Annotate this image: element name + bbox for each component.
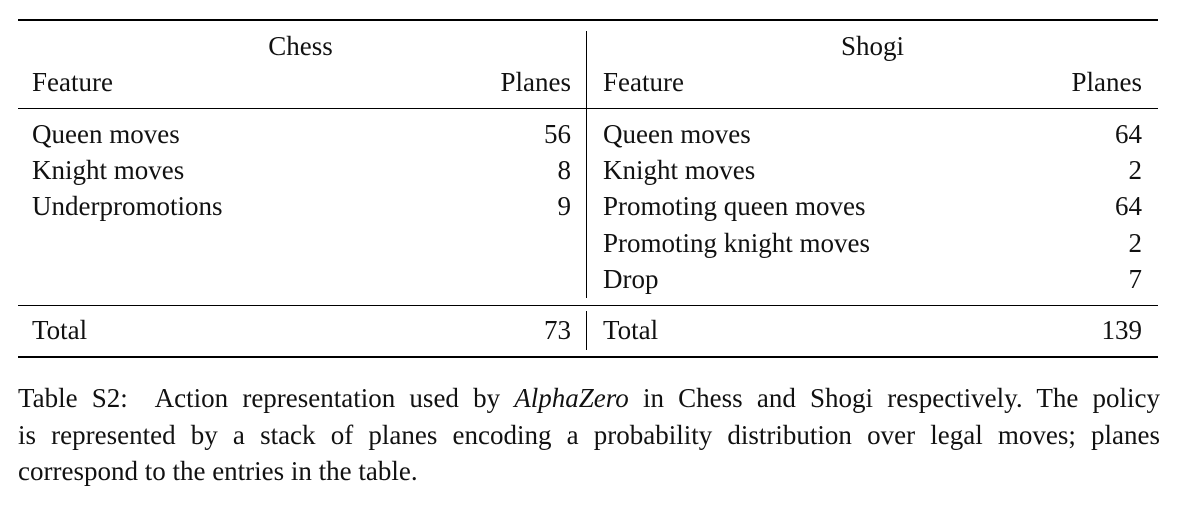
chess-row-planes: 9 bbox=[557, 191, 572, 221]
caption-text: in Chess and Shogi respectively. The pol… bbox=[642, 383, 1160, 413]
caption-line: Table S2: Action representation used by … bbox=[18, 380, 1160, 417]
caption-line: correspond to the entries in the table. bbox=[18, 456, 418, 486]
shogi-title: Shogi bbox=[840, 31, 905, 61]
caption-label: Table S2: bbox=[18, 383, 128, 413]
chess-row-feature: Underpromotions bbox=[32, 191, 223, 221]
shogi-row-feature: Queen moves bbox=[603, 119, 751, 149]
caption-line: is represented by a stack of planes enco… bbox=[18, 419, 1160, 450]
shogi-row-feature: Promoting knight moves bbox=[603, 228, 871, 258]
shogi-header-planes: Planes bbox=[1071, 67, 1143, 97]
chess-header-feature: Feature bbox=[32, 67, 113, 97]
caption-emphasis: AlphaZero bbox=[514, 383, 629, 413]
caption-text: Action representation used by bbox=[154, 383, 501, 413]
shogi-row-planes: 7 bbox=[1128, 264, 1143, 294]
chess-row-planes: 56 bbox=[544, 119, 571, 149]
chess-row-feature: Knight moves bbox=[32, 155, 185, 185]
table-caption: Table S2: Action representation used by … bbox=[18, 380, 1160, 490]
top-rule bbox=[18, 19, 1158, 21]
shogi-row-planes: 2 bbox=[1128, 228, 1143, 258]
total-column-divider bbox=[586, 311, 587, 350]
chess-title: Chess bbox=[268, 31, 333, 61]
shogi-row-planes: 64 bbox=[1115, 119, 1142, 149]
shogi-total-value: 139 bbox=[1101, 315, 1143, 345]
chess-row-planes: 8 bbox=[557, 155, 572, 185]
shogi-row-planes: 64 bbox=[1115, 191, 1142, 221]
shogi-row-planes: 2 bbox=[1128, 155, 1143, 185]
header-rule bbox=[18, 108, 1158, 109]
chess-total-value: 73 bbox=[544, 315, 571, 345]
shogi-row-feature: Knight moves bbox=[603, 155, 756, 185]
column-divider bbox=[586, 31, 587, 298]
shogi-header-feature: Feature bbox=[603, 67, 684, 97]
bottom-rule bbox=[18, 356, 1158, 358]
chess-header-planes: Planes bbox=[500, 67, 572, 97]
shogi-total-label: Total bbox=[603, 315, 659, 345]
chess-row-feature: Queen moves bbox=[32, 119, 180, 149]
shogi-row-feature: Drop bbox=[603, 264, 659, 294]
total-rule bbox=[18, 305, 1158, 306]
chess-total-label: Total bbox=[32, 315, 88, 345]
shogi-row-feature: Promoting queen moves bbox=[603, 191, 866, 221]
